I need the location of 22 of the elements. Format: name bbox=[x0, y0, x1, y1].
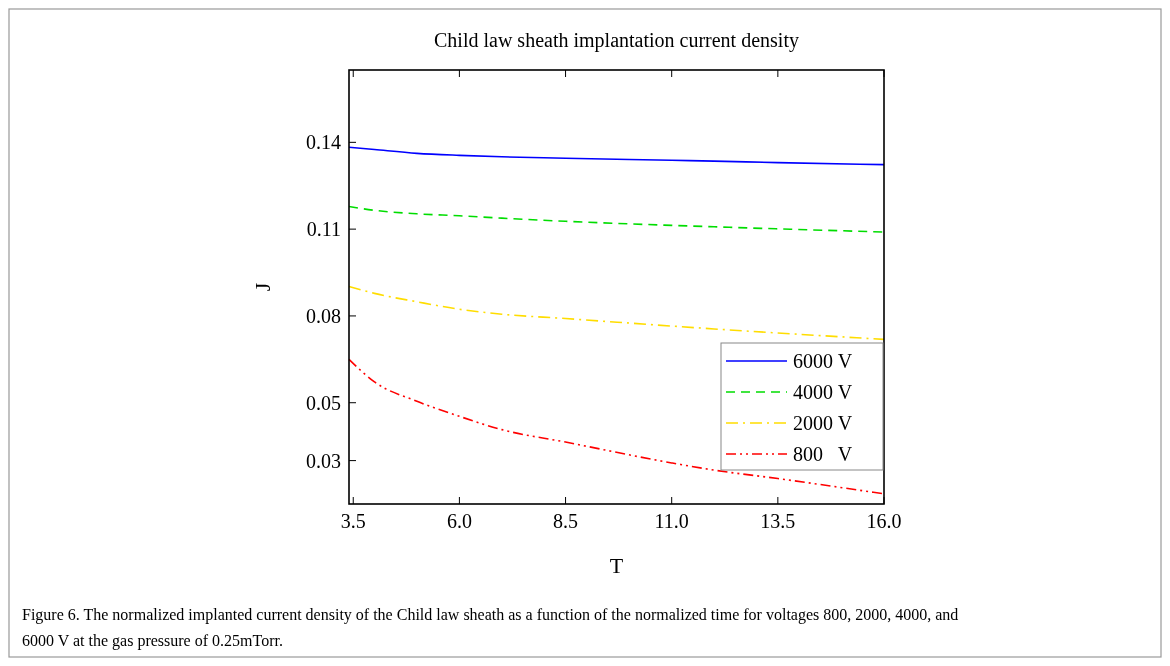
legend-label: 2000 V bbox=[793, 412, 853, 434]
y-tick-label: 0.11 bbox=[306, 218, 341, 241]
x-tick-label: 8.5 bbox=[553, 510, 579, 532]
line-series bbox=[348, 285, 885, 341]
x-tick-label: 3.5 bbox=[340, 510, 366, 532]
caption: Figure 6. The normalized implanted current density of the Child law sheath as a function of the normalized time for voltages 800, 2000, 4000, and 6000 V at the gas pressure of 0.25mTorr. bbox=[22, 606, 959, 650]
line-series bbox=[348, 205, 885, 233]
x-axis-title: T bbox=[609, 553, 624, 578]
y-tick-label: 0.08 bbox=[306, 304, 341, 327]
y-tick-label: 0.14 bbox=[306, 131, 341, 154]
legend-label: 6000 V bbox=[793, 350, 853, 372]
x-tick-label: 6.0 bbox=[446, 510, 472, 532]
legend-label: 800 V bbox=[793, 443, 853, 465]
x-tick-label: 11.0 bbox=[654, 510, 689, 532]
y-tick-label: 0.05 bbox=[306, 391, 341, 414]
legend-label: 4000 V bbox=[793, 381, 853, 403]
x-tick-label: 16.0 bbox=[866, 510, 902, 532]
line-series bbox=[348, 146, 885, 166]
chart-title: Child law sheath implantation current density bbox=[434, 29, 799, 52]
x-tick-label: 13.5 bbox=[760, 510, 796, 532]
y-axis-title: J bbox=[250, 282, 275, 292]
y-tick-label: 0.03 bbox=[306, 449, 341, 472]
